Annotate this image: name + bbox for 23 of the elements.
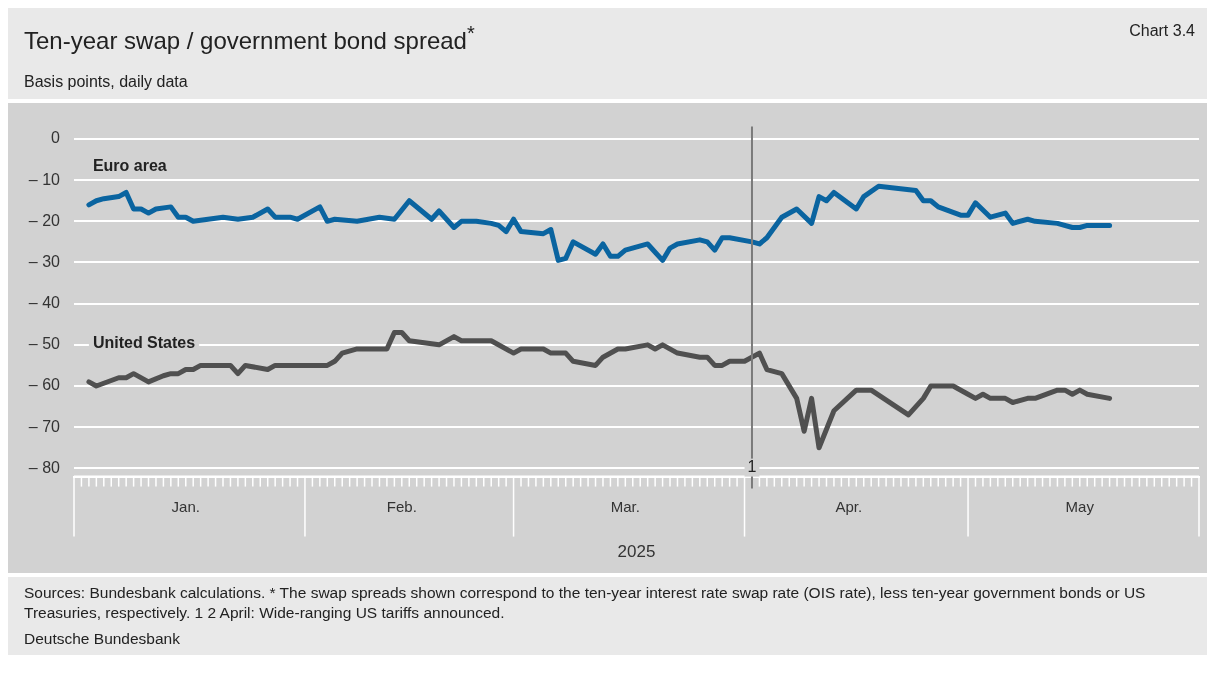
x-tick-label: Apr. (835, 497, 863, 515)
chart-title: Ten-year swap / government bond spread$^{*}$ (24, 22, 475, 54)
y-tick-label: 0 (51, 129, 61, 147)
y-tick-label: – 40 (28, 294, 61, 312)
y-tick-label: – 70 (28, 417, 61, 435)
caption: Chart 3.4 (1129, 22, 1195, 40)
x-tick-label: Jan. (171, 497, 200, 515)
series-label: United States (92, 334, 196, 352)
series-label: Euro area (92, 157, 167, 175)
ref-line-label: 1 (747, 458, 757, 476)
source-note: Sources: Bundesbank calculations. * The swap spreads shown correspond to the ten-year interest rate swap rate (OIS rate), less ten-year government bonds or US Treasuries, respectively. 1 2 April: Wide-ranging US tariffs announced. (24, 583, 1147, 623)
x-tick-label: Feb. (386, 497, 417, 515)
y-tick-label: – 60 (28, 376, 61, 394)
y-tick-label: – 50 (28, 335, 61, 353)
y-tick-label: – 10 (28, 170, 61, 188)
y-tick-label: – 80 (28, 458, 61, 476)
x-tick-label: May (1065, 497, 1095, 515)
x-tick-label: Mar. (610, 497, 640, 515)
y-tick-label: – 30 (28, 252, 61, 270)
y-tick-label: – 20 (28, 211, 61, 229)
x-axis-title: 2025 (617, 542, 656, 562)
chart-subtitle: Basis points, daily data (24, 73, 189, 91)
text: Deutsche Bundesbank (24, 629, 181, 649)
